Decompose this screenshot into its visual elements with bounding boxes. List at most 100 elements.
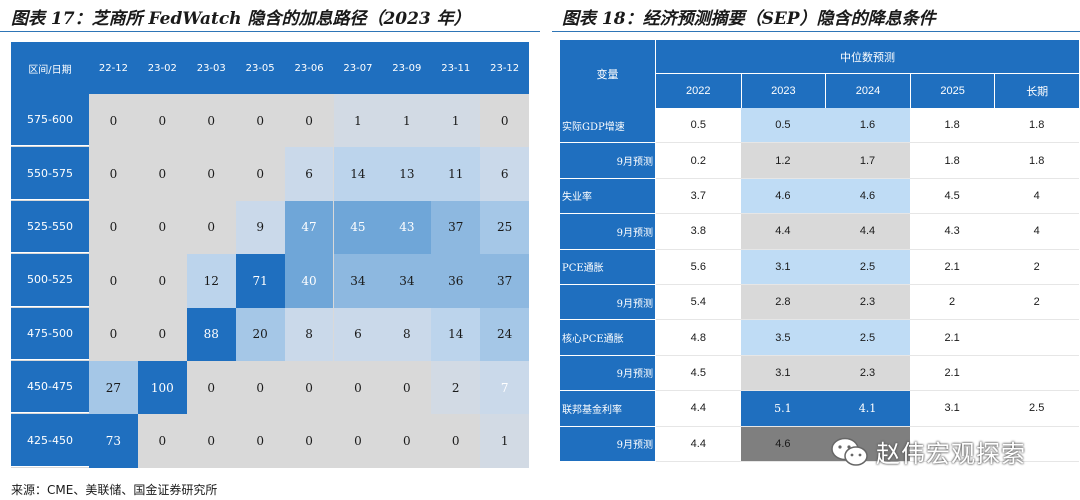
sep-cell-value <box>909 427 995 462</box>
heatmap-cell: 1 <box>480 414 530 468</box>
heatmap-column-label: 23-03 <box>196 62 226 74</box>
heatmap-column-label: 23-05 <box>245 62 275 74</box>
sep-cell-value: 0.5 <box>740 108 826 144</box>
heatmap-cell: 11 <box>431 147 481 201</box>
heatmap-cell: 0 <box>207 220 216 235</box>
sep-cell-value: 2 <box>909 285 995 321</box>
sep-column-header: 2023 <box>740 74 826 108</box>
sep-cell-value: 1.7 <box>825 143 910 179</box>
sep-cell-value: 2.8 <box>740 285 826 321</box>
sep-cell-value: 3.1 <box>740 355 826 392</box>
heatmap-cell: 14 <box>333 147 383 201</box>
sep-cell-value: 5.1 <box>740 391 826 427</box>
heatmap-cell: 27 <box>89 361 138 415</box>
heatmap-cell: 0 <box>256 380 264 395</box>
sep-cell-value: 4.1 <box>825 391 910 427</box>
heatmap-cell: 0 <box>158 327 167 342</box>
heatmap-cell: 47 <box>284 200 334 255</box>
heatmap-cell: 13 <box>382 147 432 201</box>
sep-row-label: 核心PCE通胀 <box>560 320 655 356</box>
sep-cell-value: 1.8 <box>994 108 1079 144</box>
heatmap-cell: 37 <box>431 200 481 255</box>
left-figure-title: 图表 17：芝商所 FedWatch 隐含的加息路径（2023 年） <box>11 9 471 29</box>
sep-cell-value: 3.8 <box>656 214 741 250</box>
sep-row-label: 9月预测 <box>560 355 655 392</box>
heatmap-row-label: 550-575 <box>11 147 89 200</box>
sep-cell-value: 1.8 <box>909 143 995 179</box>
sep-cell-value: 3.1 <box>740 249 826 285</box>
heatmap-row-label: 425-450 <box>11 414 89 467</box>
heatmap-cell: 2 <box>431 361 481 415</box>
heatmap-cell: 34 <box>333 254 383 308</box>
heatmap-cell: 0 <box>500 113 509 128</box>
sep-cell-value: 4.8 <box>656 320 741 356</box>
heatmap-corner-label: 区间/日期 <box>28 64 72 76</box>
heatmap-cell: 34 <box>382 254 432 308</box>
sep-row-label: 联邦基金利率 <box>560 391 655 427</box>
sep-table: 变量 中位数预测 2022 2023 2024 2025 长期 实际GDP增速 0.5 0.5 1.… <box>560 40 1079 462</box>
heatmap-column-label: 23-06 <box>294 62 324 74</box>
sep-cell-value: 4.6 <box>825 178 910 215</box>
sep-column-header: 2025 <box>909 74 995 108</box>
heatmap-row-label: 500-525 <box>11 254 89 307</box>
heatmap-cell: 0 <box>403 434 411 449</box>
heatmap-cell: 1 <box>431 94 481 148</box>
heatmap-column-label: 23-12 <box>490 62 520 74</box>
sep-row-label: 9月预测 <box>560 214 655 250</box>
sep-cell-value: 2.1 <box>909 250 995 285</box>
sep-row-label: PCE通胀 <box>560 249 655 285</box>
heatmap-column-label: 23-07 <box>343 62 373 74</box>
sep-cell-value: 2 <box>994 250 1079 285</box>
heatmap-header-band <box>11 42 529 94</box>
heatmap-cell: 100 <box>137 361 187 415</box>
heatmap-cell: 0 <box>354 380 362 395</box>
sep-column-header: 长期 <box>994 74 1079 108</box>
heatmap-cell: 25 <box>480 200 530 255</box>
heatmap-row-label: 525-550 <box>11 200 89 254</box>
heatmap-cell: 0 <box>158 434 167 449</box>
sep-cell-value: 0.2 <box>656 143 741 179</box>
heatmap-cell: 14 <box>431 307 481 361</box>
sep-cell-value: 3.1 <box>909 391 995 427</box>
heatmap-cell: 0 <box>109 327 118 342</box>
sep-cell-value: 1.8 <box>909 108 995 144</box>
sep-cell-value: 2.3 <box>825 355 910 392</box>
heatmap-cell: 0 <box>109 273 118 288</box>
sep-cell-value: 2.3 <box>825 285 910 321</box>
sep-row-label: 9月预测 <box>560 143 655 179</box>
wechat-icon <box>831 437 868 466</box>
sep-cell-value: 4.4 <box>825 214 910 250</box>
sep-cell-value <box>994 356 1079 392</box>
heatmap-cell: 0 <box>158 167 167 182</box>
sep-cell-value: 2.5 <box>994 391 1079 427</box>
heatmap-cell: 0 <box>256 167 264 182</box>
heatmap-row-label: 450-475 <box>11 361 89 414</box>
heatmap-cell: 0 <box>158 220 167 235</box>
heatmap-cell: 0 <box>451 434 460 449</box>
heatmap-cell: 8 <box>284 307 334 361</box>
sep-cell-value: 4.3 <box>909 214 995 250</box>
heatmap-cell: 0 <box>109 220 118 235</box>
sep-row-label: 9月预测 <box>560 426 655 462</box>
sep-cell-value <box>994 320 1079 356</box>
sep-row-label: 实际GDP增速 <box>560 108 655 144</box>
heatmap-column-label: 23-02 <box>147 62 177 74</box>
heatmap-cell: 43 <box>382 200 432 255</box>
heatmap-cell: 0 <box>207 434 216 449</box>
heatmap-cell: 0 <box>305 434 313 449</box>
heatmap-column-label: 22-12 <box>98 62 128 74</box>
sep-cell-value: 1.2 <box>740 143 826 179</box>
heatmap-cell: 0 <box>403 380 411 395</box>
heatmap-cell: 0 <box>305 380 313 395</box>
heatmap-cell: 1 <box>333 94 383 148</box>
heatmap-cell: 0 <box>158 113 167 128</box>
heatmap-cell: 45 <box>333 200 383 255</box>
sep-cell-value: 1.8 <box>994 143 1079 179</box>
sep-cell-value: 3.7 <box>656 179 741 215</box>
sep-group-header: 中位数预测 <box>656 40 1079 74</box>
sep-cell-value: 4.6 <box>740 178 826 215</box>
heatmap-cell: 37 <box>480 254 530 308</box>
sep-cell-value: 2.1 <box>909 320 995 356</box>
sep-cell-value: 2.5 <box>825 320 910 356</box>
sep-cell-value: 2.1 <box>909 356 995 392</box>
